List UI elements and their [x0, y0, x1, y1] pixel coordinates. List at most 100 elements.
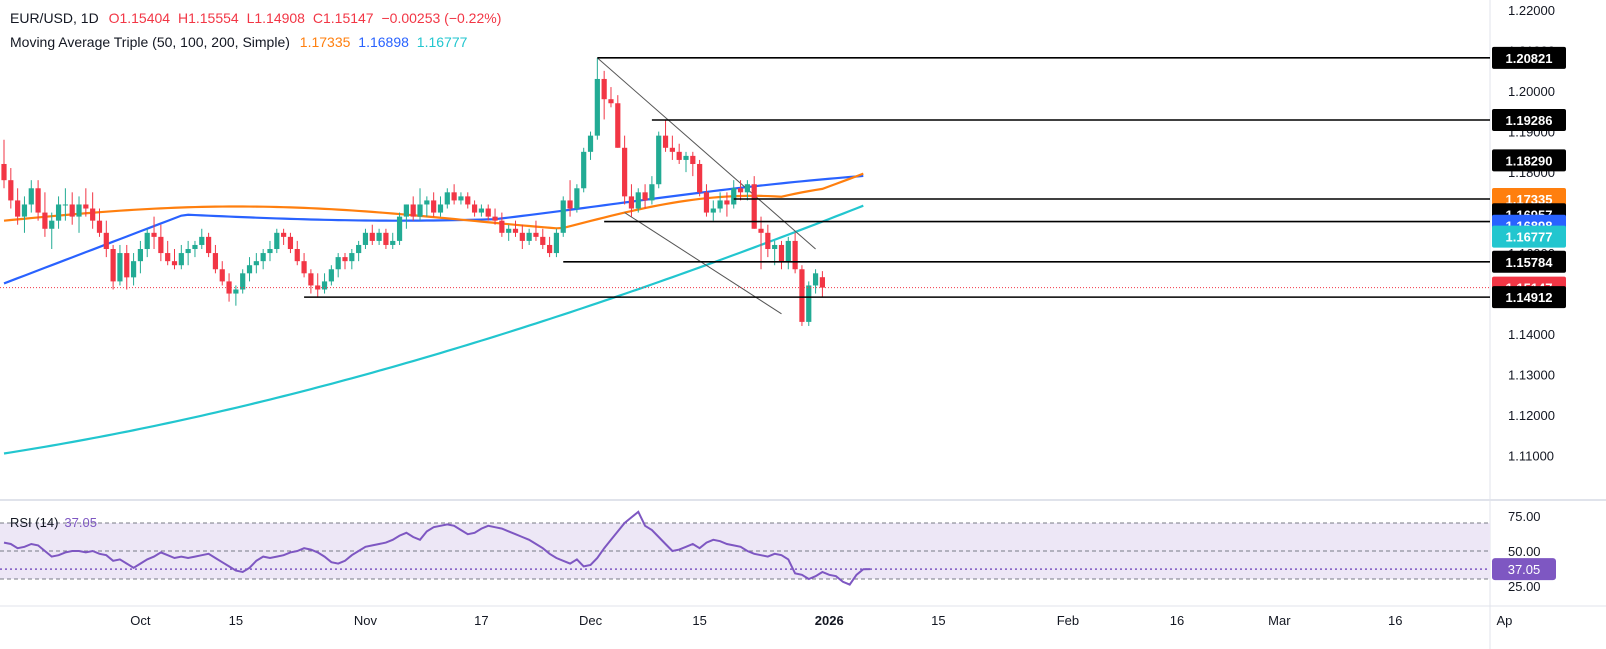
candle [758, 216, 764, 270]
candle [703, 184, 710, 217]
candle-body [376, 232, 382, 241]
candle-body [799, 269, 805, 322]
candle [376, 228, 382, 245]
candle-body [410, 204, 416, 217]
candle-body [226, 281, 232, 294]
candle [608, 87, 614, 108]
candle [1, 139, 7, 189]
candle-body [724, 200, 730, 205]
candle-body [622, 147, 628, 197]
candle [76, 196, 82, 233]
candle-body [540, 236, 546, 245]
candle [744, 180, 750, 201]
candle [410, 196, 416, 221]
price-tick-label: 1.13000 [1508, 368, 1555, 383]
candle-body [328, 269, 334, 282]
ma-label[interactable]: Moving Average Triple (50, 100, 200, Sim… [10, 34, 290, 50]
channel-upper-line [597, 57, 816, 250]
candle-body [55, 204, 62, 221]
symbol-label[interactable]: EUR/USD, 1D [10, 10, 99, 26]
price-level-badge-text: 1.16777 [1506, 230, 1553, 245]
rsi-legend: RSI (14) 37.05 [10, 515, 97, 530]
candle-body [315, 285, 321, 290]
candle [465, 192, 471, 209]
candle [42, 192, 48, 237]
price-tick-label: 1.20000 [1508, 84, 1555, 99]
candle-body [465, 196, 471, 205]
candle-body [751, 184, 757, 229]
date-tick-label: 16 [1388, 613, 1402, 628]
price-level-badge [1492, 225, 1566, 248]
rsi-value: 37.05 [64, 515, 97, 530]
candle [731, 180, 737, 209]
change-value: −0.00253 (−0.22%) [381, 10, 502, 26]
candle-body [669, 147, 675, 152]
candle [710, 200, 716, 221]
candle [171, 249, 178, 270]
candle-body [178, 253, 184, 266]
candle-body [301, 261, 307, 274]
candle-body [506, 228, 512, 233]
rsi-tick-label: 50.00 [1508, 544, 1541, 559]
candle [219, 261, 225, 286]
candle [649, 176, 655, 205]
candle [328, 265, 334, 286]
candle-body [731, 188, 737, 205]
candle [437, 196, 444, 217]
candle-body [717, 200, 723, 209]
candle [792, 232, 798, 274]
candle [499, 212, 505, 237]
candle-body [260, 253, 266, 262]
candle-body [137, 249, 143, 262]
candle [383, 228, 389, 250]
candle [635, 188, 641, 213]
close-value: C1.15147 [312, 10, 374, 26]
candle [110, 244, 116, 290]
candle [212, 244, 219, 274]
candle-body [35, 188, 41, 213]
date-tick-label: Feb [1057, 613, 1079, 628]
candle [424, 196, 430, 217]
candle [62, 188, 68, 221]
rsi-tick-label: 25.00 [1508, 579, 1541, 594]
candle [506, 224, 512, 241]
candle [669, 135, 675, 160]
candle-body [628, 196, 635, 209]
candle-body [499, 220, 505, 233]
candle [362, 228, 369, 250]
candle-body [103, 232, 109, 250]
candle-body [656, 135, 662, 185]
ma200-value: 1.16777 [416, 34, 468, 50]
candle [315, 273, 321, 298]
candle-body [819, 277, 825, 288]
candle-body [83, 204, 89, 209]
candle [130, 253, 137, 286]
candle-body [274, 232, 280, 250]
candle-body [308, 273, 314, 286]
candle-body [471, 204, 478, 213]
candle [90, 192, 96, 229]
candle [21, 196, 28, 233]
candle [547, 236, 553, 258]
candle [560, 196, 566, 237]
candle [49, 212, 55, 250]
candle-body [246, 265, 253, 274]
candle-body [240, 273, 246, 290]
candle [226, 273, 232, 302]
candle-body [69, 204, 75, 217]
candle [567, 180, 573, 217]
price-tick-label: 1.14000 [1508, 327, 1555, 342]
candle [806, 281, 812, 326]
candle [342, 253, 348, 270]
candle [396, 212, 403, 245]
candle [431, 192, 437, 217]
candle-body [171, 261, 178, 266]
rsi-label[interactable]: RSI (14) [10, 515, 59, 530]
candle-body [219, 269, 225, 282]
candle-body [703, 192, 710, 213]
price-level-badge-text: 1.20821 [1506, 51, 1553, 66]
candle-body [792, 240, 798, 270]
candle [478, 204, 484, 217]
candle [369, 224, 375, 245]
